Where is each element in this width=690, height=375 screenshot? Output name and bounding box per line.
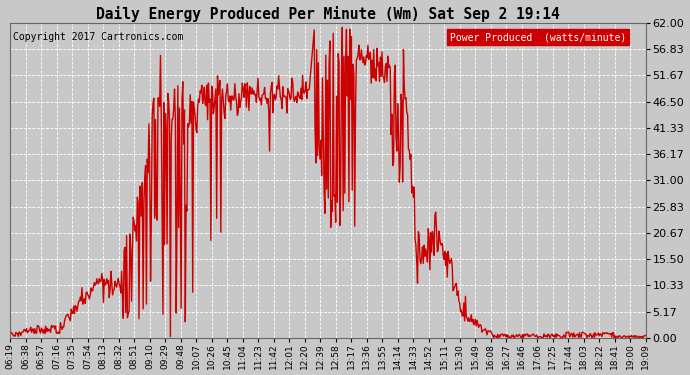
Text: Power Produced  (watts/minute): Power Produced (watts/minute) xyxy=(451,32,627,42)
Text: Copyright 2017 Cartronics.com: Copyright 2017 Cartronics.com xyxy=(13,32,184,42)
Title: Daily Energy Produced Per Minute (Wm) Sat Sep 2 19:14: Daily Energy Produced Per Minute (Wm) Sa… xyxy=(96,6,560,21)
